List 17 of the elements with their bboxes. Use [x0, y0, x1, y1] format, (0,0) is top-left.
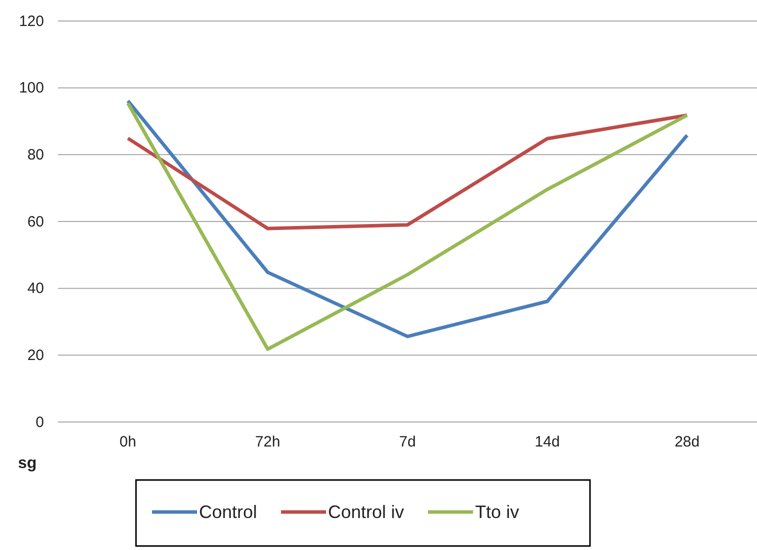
y-tick-label: 20: [27, 346, 44, 364]
y-tick-label: 40: [27, 280, 44, 298]
y-tick-label: 120: [18, 12, 44, 30]
x-tick-label: 28d: [674, 434, 700, 451]
legend-label: Tto iv: [475, 502, 520, 522]
x-tick-label: 0h: [120, 434, 136, 451]
x-axis-title: sg: [18, 455, 37, 472]
line-series: [126, 113, 689, 230]
y-tick-label: 0: [36, 414, 44, 431]
x-tick-label: 14d: [534, 434, 560, 451]
x-tick-label: 7d: [399, 434, 416, 451]
y-tick-label: 80: [27, 146, 44, 164]
y-tick-label: 100: [18, 80, 44, 97]
y-tick-label: 60: [27, 213, 44, 230]
legend-label: Control iv: [328, 502, 404, 522]
x-tick-label: 72h: [255, 434, 280, 451]
legend-label: Control: [199, 502, 258, 522]
